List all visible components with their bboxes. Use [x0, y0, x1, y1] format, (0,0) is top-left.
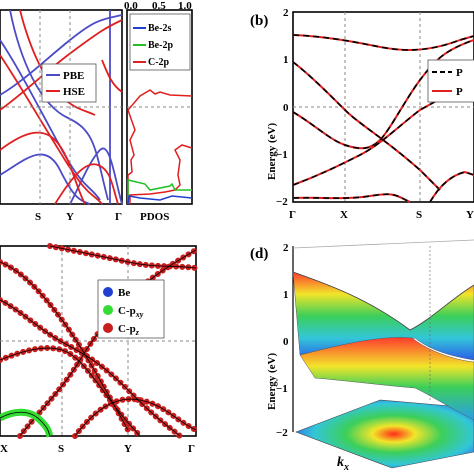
panel-c: Be C-pxy C-pz X S Y Γ: [0, 243, 199, 455]
pdos-xlabel: PDOS: [140, 211, 169, 223]
panel-b-xtick: Y: [466, 209, 474, 221]
panel-c-xtick: S: [58, 443, 64, 455]
be2s-curve: [127, 195, 193, 205]
legend-be: Be: [118, 287, 130, 299]
panel-a-legend: [41, 63, 97, 103]
panel-d-back-edge: [292, 239, 474, 249]
panel-b: (b) Energy (eV) 2 1 0 −1 −2 P P: [250, 7, 474, 221]
band-pbe: [429, 171, 474, 203]
pdos-curves: [127, 89, 193, 205]
legend-be2p: Be-2p: [148, 40, 173, 51]
panel-c-xtick: Y: [124, 443, 132, 455]
pbe-band: [9, 9, 109, 201]
band-pbe: [292, 193, 411, 203]
hse-band: [0, 54, 103, 205]
hse-band: [54, 163, 119, 205]
panel-b-xtick: S: [416, 209, 422, 221]
panel-d-ztick: 2: [283, 242, 289, 254]
band-pbe: [292, 61, 441, 191]
panel-d-upper-edge: [292, 271, 474, 331]
panel-b-ytick: −1: [276, 149, 288, 161]
panel-b-legend: [427, 59, 474, 103]
fatband-cpz: [0, 345, 143, 439]
band-line: [0, 261, 129, 431]
panel-d-floor-projection: [295, 399, 474, 469]
band-line: [74, 398, 197, 437]
panel-b-xtick: X: [340, 209, 348, 221]
legend-hse: HSE: [63, 86, 85, 98]
panel-a: PBE HSE S Y Γ 0.0 0.5 1.0 Be-2s Be-2p C-…: [0, 0, 193, 223]
pdos-legend: [129, 13, 191, 71]
panel-b-ytick: 1: [283, 54, 289, 66]
panel-c-frame: [0, 245, 197, 437]
panel-d-ztick: −2: [276, 427, 288, 439]
c2p-curve: [129, 144, 193, 204]
panel-b-ytick: 0: [283, 102, 289, 114]
hse-band: [0, 19, 123, 111]
pbe-band: [0, 153, 91, 205]
pbe-band: [69, 147, 123, 205]
panel-c-xtick: Γ: [188, 443, 195, 455]
panel-b-legend-1: P: [456, 67, 463, 79]
pdos-top-tick: 1.0: [178, 0, 192, 12]
legend-cpxy: C-pxy: [118, 305, 144, 319]
panel-a-bands-frame: [0, 9, 123, 205]
panel-a-xtick: Y: [66, 211, 74, 223]
panel-d-tag: (d): [250, 246, 268, 262]
legend-c2p: C-2p: [148, 57, 170, 68]
legend-be2s: Be-2s: [148, 23, 171, 34]
band-line: [49, 245, 197, 269]
panel-d: (d) Energy (eV) 2 1 0 −1 −2 kx: [250, 239, 474, 473]
hse-band: [0, 131, 86, 205]
panel-b-ylabel: Energy (eV): [266, 123, 278, 180]
panel-d-ztick: 1: [283, 289, 289, 301]
pdos-top-tick: 0.5: [152, 0, 166, 12]
pdos-top-tick: 0.0: [124, 0, 138, 12]
panel-b-ytick: −2: [276, 196, 288, 208]
panel-d-lower-surface: [299, 337, 474, 421]
panel-b-tag: (b): [250, 13, 268, 29]
c2p-curve: [127, 89, 193, 204]
panel-b-xtick: Γ: [289, 209, 296, 221]
hse-band: [101, 59, 123, 93]
legend-dot-be: [103, 287, 113, 297]
band-line: [0, 347, 141, 437]
panel-c-xtick: X: [0, 443, 8, 455]
panel-a-xtick: S: [35, 211, 41, 223]
legend-cpz: C-pz: [118, 323, 140, 337]
panel-d-ylabel: Energy (eV): [266, 353, 278, 410]
band-hse: [292, 193, 411, 203]
panel-d-xlabel: kx: [337, 455, 349, 473]
legend-dot-cpz: [103, 323, 113, 333]
band-line: [0, 411, 51, 437]
fatband-cpz: [47, 243, 199, 271]
legend-dot-cpxy: [103, 305, 113, 315]
panel-b-ytick: 2: [283, 7, 289, 19]
panel-d-ztick: −1: [276, 383, 288, 395]
band-hse: [292, 34, 474, 51]
band-line: [0, 299, 181, 437]
panel-a-xtick: Γ: [115, 211, 122, 223]
band-pbe: [292, 79, 474, 186]
panel-d-ztick: 0: [283, 336, 289, 348]
legend-pbe: PBE: [63, 70, 84, 82]
panel-b-legend-2: P: [456, 86, 463, 98]
be2p-curve: [127, 179, 192, 204]
